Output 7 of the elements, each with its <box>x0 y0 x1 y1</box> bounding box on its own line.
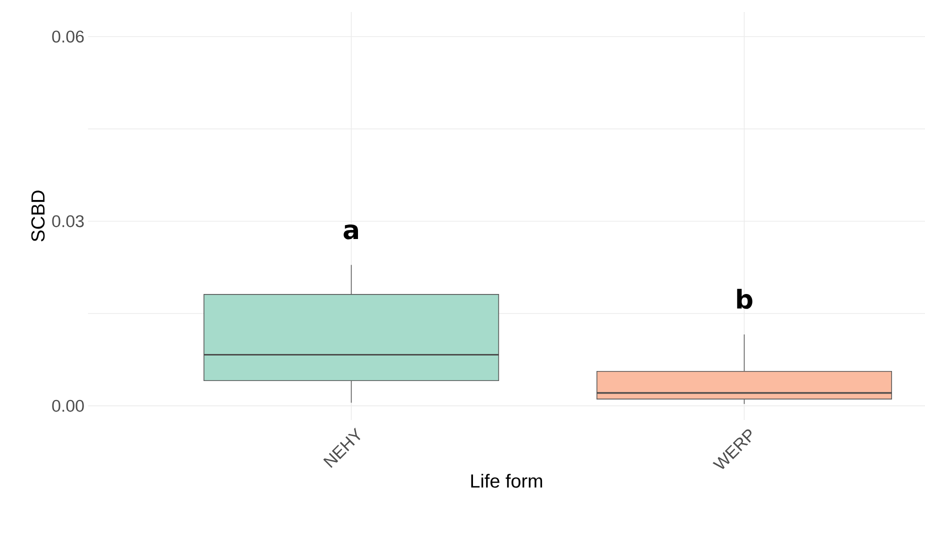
annotation: b <box>737 288 752 309</box>
x-axis-title: Life form <box>471 474 542 488</box>
y-tick-label: 0.03 <box>52 215 84 228</box>
y-tick-label: 0.00 <box>52 400 84 412</box>
annotation: a <box>344 224 358 240</box>
y-tick-label: 0.06 <box>52 30 84 43</box>
y-axis-title: SCBD <box>31 190 45 242</box>
